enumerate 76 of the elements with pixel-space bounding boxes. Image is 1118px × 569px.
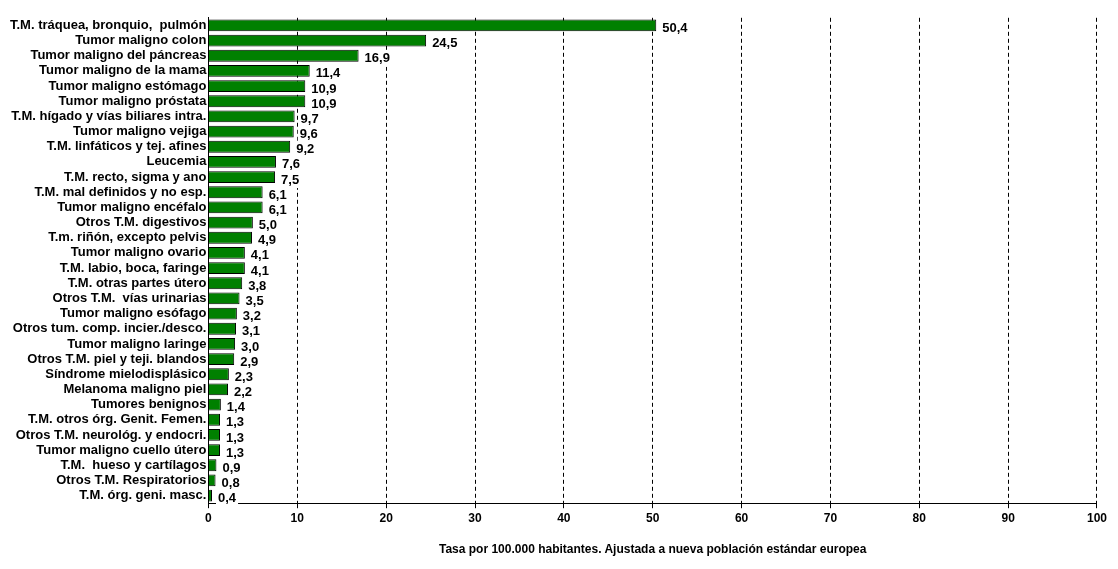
data-label: 2,9 (240, 353, 259, 369)
data-label: 3,8 (248, 277, 267, 293)
x-tick-label: 70 (823, 510, 838, 525)
x-tick-label: 80 (912, 510, 927, 525)
y-tick-label: T.M. hígado y vías biliares intra. (11, 107, 207, 123)
y-tick-label: Tumor maligno estómago (48, 77, 207, 93)
data-label: 2,2 (233, 384, 253, 400)
x-tick-label: 50 (646, 510, 660, 525)
x-tick-label: 60 (734, 510, 749, 525)
data-label: 5,0 (258, 217, 277, 233)
y-tick-label: T.M. mal definidos y no esp. (34, 183, 207, 199)
x-tick-label: 100 (1086, 510, 1108, 525)
y-tick-label: Melanoma maligno piel (63, 381, 207, 397)
y-tick-label: T.M. otros órg. Genit. Femen. (28, 411, 207, 427)
data-label: 6,1 (268, 201, 287, 217)
x-tick-label: 30 (468, 510, 482, 525)
x-tick-label: 10 (290, 510, 305, 525)
y-tick-label: Otros T.M. neurológ. y endocri. (15, 426, 207, 442)
y-tick-label: Tumor maligno del páncreas (30, 47, 207, 63)
data-label: 3,5 (245, 293, 264, 308)
y-tick-label: T.M. labio, boca, faringe (59, 259, 207, 275)
y-tick-label: Tumor maligno próstata (58, 92, 208, 108)
data-label: 9,7 (300, 110, 319, 126)
y-tick-label: Otros T.M. vías urinarias (52, 290, 207, 305)
y-tick-label: Tumor maligno cuello útero (36, 441, 207, 457)
data-label: 6,1 (268, 186, 287, 202)
x-tick-label: 40 (557, 510, 571, 525)
y-tick-label: Tumor maligno de la mama (39, 62, 208, 78)
y-tick-label: T.M. otras partes útero (67, 274, 207, 290)
y-tick-label: T.M. tráquea, bronquio, pulmón (10, 16, 207, 32)
y-tick-label: Otros tum. comp. incier./desco. (12, 320, 207, 336)
data-label: 9,2 (296, 141, 315, 157)
data-label: 11,4 (315, 65, 342, 81)
y-tick-label: Tumores benignos (91, 396, 207, 412)
y-tick-label: T.M. hueso y cartílagos (60, 456, 207, 472)
data-label: 9,6 (299, 126, 318, 142)
y-tick-label: Tumor maligno vejiga (73, 123, 208, 139)
y-tick-label: Tumor maligno encéfalo (57, 198, 207, 214)
data-label: 50,4 (662, 19, 689, 35)
data-label: 4,1 (250, 247, 269, 263)
x-tick-label: 20 (379, 510, 394, 525)
data-label: 1,3 (225, 429, 245, 445)
x-tick-label: 0 (205, 510, 213, 525)
x-tick-label: 90 (1001, 510, 1016, 525)
y-tick-label: Tumor maligno esófago (60, 305, 207, 321)
data-label: 7,6 (281, 156, 301, 172)
y-tick-label: Tumor maligno laringe (67, 335, 207, 351)
y-tick-label: T.M. linfáticos y tej. afines (46, 138, 207, 154)
data-label: 4,9 (257, 232, 277, 248)
data-label: 3,0 (241, 338, 260, 354)
data-label: 0,8 (221, 475, 240, 491)
data-label: 3,2 (242, 308, 261, 324)
data-label: 7,5 (281, 171, 300, 187)
data-label: 4,1 (250, 262, 269, 278)
data-label: 2,3 (234, 368, 253, 384)
y-tick-label: T.m. riñón, excepto pelvis (48, 229, 207, 245)
data-label: 1,3 (225, 414, 245, 430)
data-label: 10,9 (311, 95, 337, 111)
data-label: 3,1 (241, 323, 261, 339)
y-tick-label: Tumor maligno ovario (70, 244, 207, 260)
y-tick-label: Síndrome mielodisplásico (45, 365, 207, 381)
data-label: 16,9 (364, 50, 390, 66)
data-label: 24,5 (432, 35, 458, 51)
data-label: 10,9 (311, 80, 337, 96)
data-label: 1,3 (225, 444, 245, 460)
y-tick-label: Otros T.M. Respiratorios (56, 472, 207, 488)
data-label: 0,9 (222, 459, 241, 475)
y-tick-label: T.M. recto, sigma y ano (64, 168, 207, 184)
y-tick-label: Otros T.M. piel y teji. blandos (27, 350, 207, 366)
y-tick-label: Tumor maligno colon (75, 32, 207, 48)
y-tick-label: T.M. órg. geni. masc. (79, 487, 207, 503)
x-axis-title: Tasa por 100.000 habitantes. Ajustada a nueva población estándar europea (438, 542, 867, 557)
data-label: 1,4 (226, 399, 246, 415)
y-tick-label: Otros T.M. digestivos (75, 214, 207, 230)
y-tick-label: Leucemia (146, 153, 208, 169)
data-label: 0,4 (217, 490, 237, 506)
